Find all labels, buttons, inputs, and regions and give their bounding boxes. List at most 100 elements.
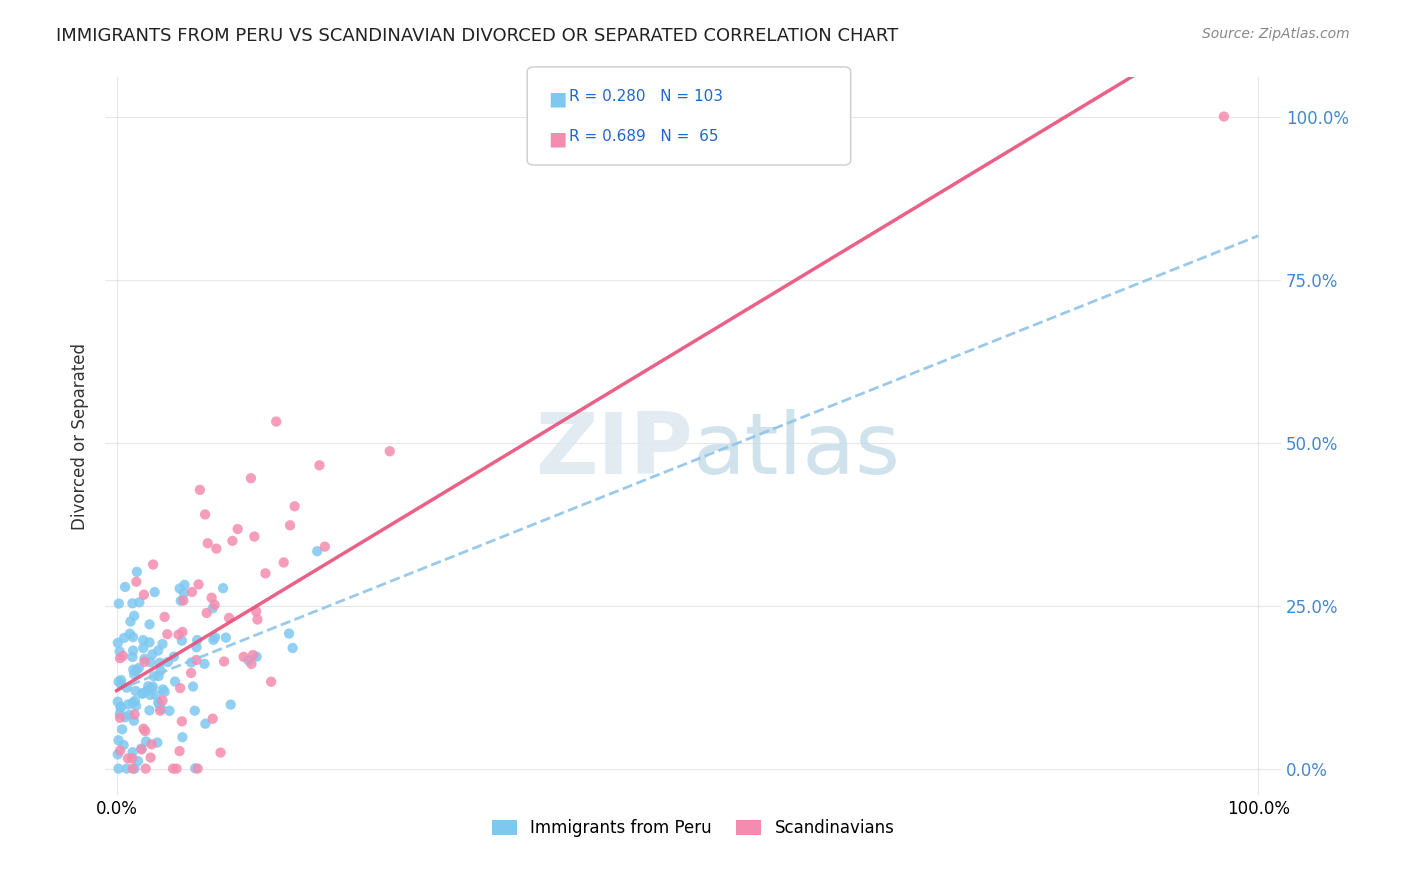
Point [124, 707, 146, 722]
Point [181, 680, 204, 694]
Point [111, 648, 134, 663]
Point [125, 574, 148, 589]
Point [135, 734, 157, 748]
Point [131, 742, 153, 756]
Point [194, 716, 217, 731]
Point [278, 626, 301, 640]
Point [221, 533, 243, 548]
Text: ■: ■ [548, 89, 567, 108]
Point [132, 640, 155, 655]
Point [108, 711, 131, 725]
Text: ■: ■ [548, 129, 567, 148]
Point [172, 730, 194, 744]
Point [134, 724, 156, 739]
Point [264, 415, 287, 429]
Point [170, 714, 193, 729]
Point [124, 684, 146, 698]
Text: R = 0.689   N =  65: R = 0.689 N = 65 [569, 129, 718, 145]
Point [108, 597, 131, 611]
Point [121, 649, 143, 664]
Point [1212, 110, 1234, 124]
Point [142, 558, 165, 572]
Point [150, 702, 173, 716]
Point [138, 703, 160, 717]
Point [204, 630, 226, 644]
Text: Source: ZipAtlas.com: Source: ZipAtlas.com [1202, 27, 1350, 41]
Point [181, 585, 204, 599]
Point [314, 540, 336, 554]
Point [243, 530, 266, 544]
Point [108, 706, 131, 721]
Point [138, 635, 160, 649]
Point [110, 699, 132, 714]
Point [148, 698, 170, 712]
Point [226, 522, 249, 536]
Point [169, 582, 191, 596]
Point [232, 649, 254, 664]
Point [118, 707, 141, 722]
Point [242, 648, 264, 662]
Point [124, 694, 146, 708]
Point [149, 664, 172, 678]
Point [239, 471, 262, 485]
Point [108, 644, 131, 658]
Point [121, 745, 143, 759]
Point [131, 686, 153, 700]
Point [278, 518, 301, 533]
Point [202, 632, 225, 647]
Point [148, 695, 170, 709]
Point [146, 735, 169, 749]
Point [169, 681, 191, 695]
Point [115, 681, 138, 695]
Text: ZIP: ZIP [536, 409, 693, 491]
Point [284, 500, 307, 514]
Point [127, 754, 149, 768]
Point [149, 656, 172, 670]
Point [125, 664, 148, 678]
Point [209, 746, 232, 760]
Point [152, 693, 174, 707]
Point [139, 655, 162, 669]
Point [281, 640, 304, 655]
Point [122, 608, 145, 623]
Point [308, 458, 330, 473]
Point [138, 617, 160, 632]
Point [110, 673, 132, 687]
Point [128, 661, 150, 675]
Point [188, 483, 211, 497]
Point [120, 615, 142, 629]
Point [167, 627, 190, 641]
Point [131, 741, 153, 756]
Point [172, 593, 194, 607]
Point [187, 577, 209, 591]
Text: IMMIGRANTS FROM PERU VS SCANDINAVIAN DIVORCED OR SEPARATED CORRELATION CHART: IMMIGRANTS FROM PERU VS SCANDINAVIAN DIV… [56, 27, 898, 45]
Point [108, 743, 131, 757]
Point [122, 714, 145, 728]
Point [136, 679, 159, 693]
Point [215, 631, 238, 645]
Point [170, 633, 193, 648]
Point [122, 667, 145, 681]
Point [159, 704, 181, 718]
Point [118, 626, 141, 640]
Point [166, 762, 188, 776]
Legend: Immigrants from Peru, Scandinavians: Immigrants from Peru, Scandinavians [485, 813, 901, 844]
Point [117, 751, 139, 765]
Point [195, 606, 218, 620]
Point [141, 648, 163, 662]
Point [186, 640, 208, 655]
Point [122, 663, 145, 677]
Point [201, 712, 224, 726]
Point [122, 643, 145, 657]
Point [153, 610, 176, 624]
Point [107, 747, 129, 762]
Point [132, 588, 155, 602]
Point [134, 655, 156, 669]
Point [186, 653, 208, 667]
Point [131, 687, 153, 701]
Point [121, 751, 143, 765]
Point [136, 683, 159, 698]
Point [146, 643, 169, 657]
Point [121, 596, 143, 610]
Point [128, 595, 150, 609]
